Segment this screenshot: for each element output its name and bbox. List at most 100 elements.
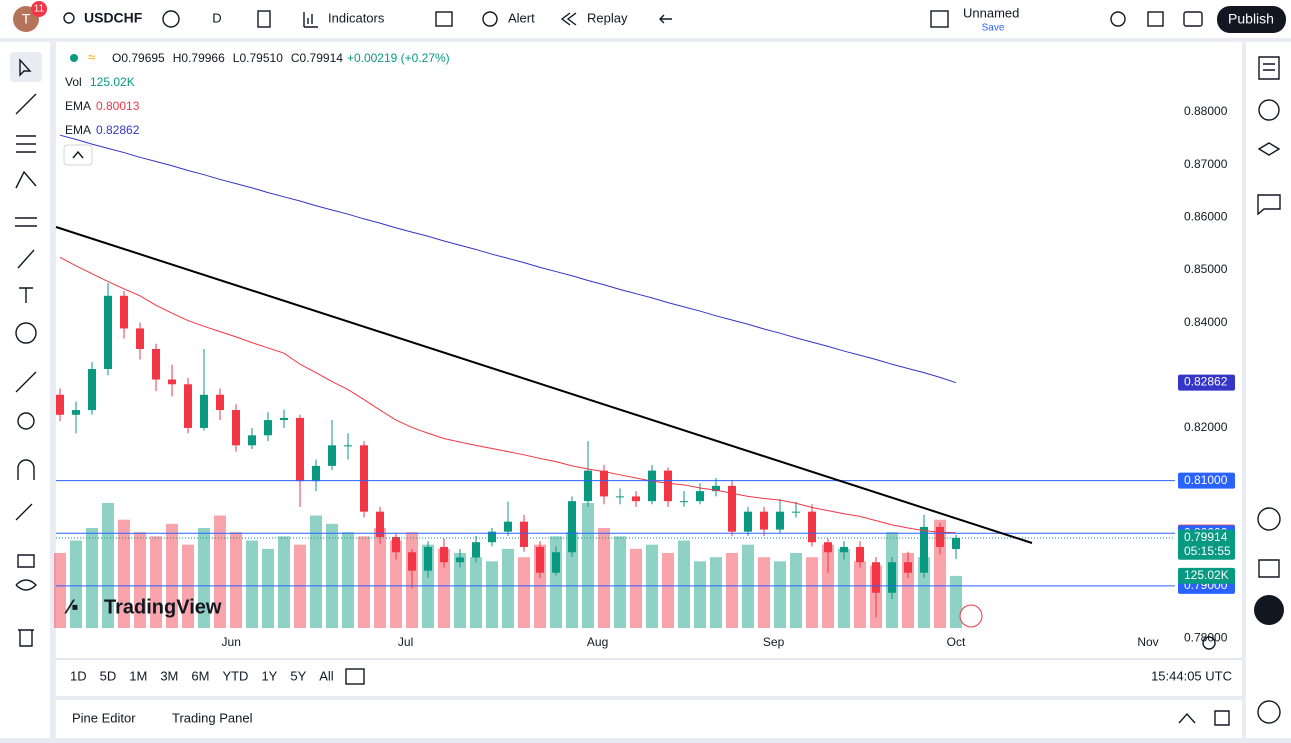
volume-bar [790, 553, 802, 628]
axis-settings[interactable] [1202, 636, 1216, 650]
right-tools[interactable] [1257, 56, 1281, 578]
volume-bar [502, 548, 514, 628]
range-button[interactable]: 1M [129, 668, 147, 683]
volume-bar [214, 515, 226, 628]
date-range[interactable] [345, 668, 365, 685]
volume-bar [454, 553, 466, 628]
ohlc-label: O [112, 51, 121, 65]
search-icon[interactable] [63, 12, 75, 24]
candle-body [760, 511, 768, 530]
candle-body [168, 379, 176, 385]
add-symbol[interactable] [162, 10, 180, 28]
volume-bar [918, 557, 930, 628]
volume-bar [582, 503, 594, 628]
range-button[interactable]: 1D [70, 668, 87, 683]
publish-button[interactable] [1217, 6, 1286, 33]
volume-bar [198, 528, 210, 628]
candle-body [488, 531, 496, 543]
y-tick-label: 0.88000 [1184, 104, 1228, 118]
replay[interactable]: Replay [587, 10, 628, 25]
event-flag[interactable] [959, 604, 983, 628]
volume-bar [390, 540, 402, 628]
drawing-tools[interactable] [15, 93, 37, 647]
volume-bar [758, 557, 770, 628]
candle-body [136, 328, 144, 349]
candle-body [424, 546, 432, 571]
volume-bar [678, 540, 690, 628]
candle-body [856, 546, 864, 563]
ohlc-value: 0.79914 [300, 51, 344, 65]
indicators[interactable]: Indicators [328, 10, 385, 25]
replay-icon[interactable] [560, 12, 577, 26]
candle-body [632, 496, 640, 502]
alert[interactable]: Alert [508, 10, 535, 25]
candle-body [664, 470, 672, 502]
alert-icon[interactable] [482, 11, 498, 27]
candle-body [648, 470, 656, 502]
candle-body [904, 562, 912, 573]
candle-body [312, 465, 320, 482]
candle-body [184, 384, 192, 428]
candle-body [456, 557, 464, 563]
save[interactable]: Save [982, 23, 1005, 34]
ohlc-change: +0.00219 (+0.27%) [347, 51, 450, 65]
range-button[interactable]: 1Y [261, 668, 277, 683]
settings[interactable] [1110, 11, 1126, 27]
chart-pane [56, 42, 1242, 658]
candle-body [680, 501, 688, 503]
volume-bar [150, 536, 162, 628]
ema-line [59, 256, 957, 534]
candle-body [72, 410, 80, 415]
candle-body [200, 394, 208, 428]
price-label-box [1178, 374, 1235, 391]
layout-icon[interactable] [930, 10, 949, 28]
hotlists[interactable] [1257, 507, 1281, 531]
snapshot[interactable] [1183, 11, 1203, 27]
chart-style[interactable] [257, 10, 271, 28]
emoji-tool[interactable] [15, 322, 37, 344]
y-tick-label: 0.87000 [1184, 157, 1228, 171]
publish: Publish [1228, 11, 1274, 27]
interval[interactable]: D [212, 10, 221, 25]
panel-controls[interactable] [1178, 710, 1230, 726]
candle-body [264, 420, 272, 436]
range-button[interactable]: 3M [160, 668, 178, 683]
price-countdown: 05:15:55 [1184, 544, 1231, 558]
price-label: 0.81000 [1184, 473, 1228, 487]
candle-body [744, 511, 752, 532]
volume-bar [358, 536, 370, 628]
apps[interactable] [1254, 595, 1284, 625]
undo[interactable] [659, 14, 672, 24]
candle-body [712, 485, 720, 492]
indicators-icon[interactable] [303, 12, 318, 28]
cursor-icon [19, 58, 32, 77]
layout-name[interactable]: Unnamed [963, 5, 1019, 20]
fullscreen[interactable] [1147, 11, 1164, 27]
volume-bar [230, 532, 242, 628]
alerts-panel[interactable] [1258, 99, 1280, 121]
candle-body [88, 368, 96, 411]
range-button[interactable]: 5Y [290, 668, 306, 683]
collapse-legend[interactable] [63, 144, 93, 166]
candle-body [616, 496, 624, 498]
symbol[interactable]: USDCHF [84, 10, 143, 26]
range-button[interactable]: 5D [100, 668, 117, 683]
tab[interactable]: Trading Panel [172, 710, 253, 725]
templates[interactable] [435, 11, 453, 27]
candle-body [776, 511, 784, 530]
range-button[interactable]: 6M [191, 668, 209, 683]
ema1-value: 0.80013 [96, 99, 140, 113]
volume-bar [326, 523, 338, 628]
ohlc-value: 0.79695 [121, 51, 165, 65]
range-button[interactable]: All [319, 668, 334, 683]
help[interactable] [1257, 700, 1281, 724]
chart [54, 134, 1175, 628]
volume-bar [86, 528, 98, 628]
tab[interactable]: Pine Editor [72, 710, 136, 725]
candle-body [584, 470, 592, 502]
status-dot [70, 54, 78, 62]
candle-body [440, 546, 448, 563]
range-button[interactable]: YTD [222, 668, 248, 683]
volume-bar [838, 548, 850, 628]
